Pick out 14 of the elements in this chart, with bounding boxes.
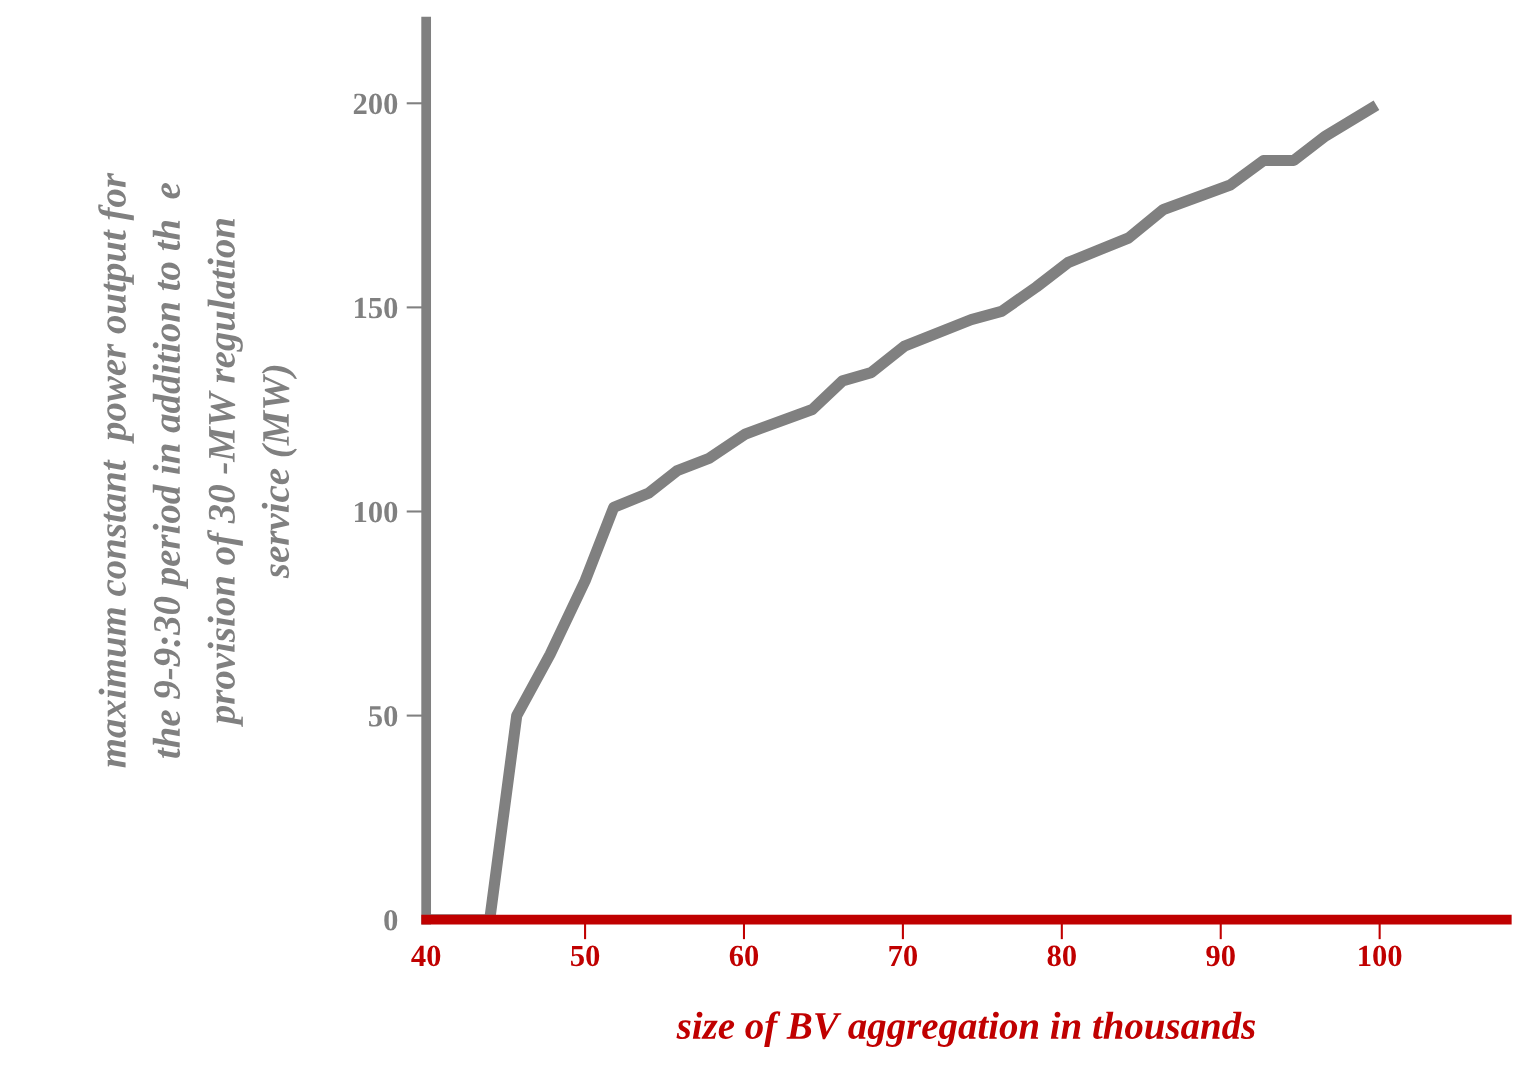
y-tick-label: 150	[355, 297, 398, 319]
y-tick-label: 200	[353, 93, 398, 115]
x-tick-label: 60	[729, 945, 759, 967]
y-tick-label: 0	[384, 909, 398, 931]
x-tick-label: 40	[411, 945, 441, 967]
y-axis-title: maximum constant power output for the 9-9:30 period in addition to th e provision of 30 -MW regulation service (MW)	[98, 172, 297, 768]
y-tick-label: 50	[369, 705, 398, 727]
x-tick-label: 100	[1359, 945, 1402, 967]
x-tick-label: 70	[889, 945, 918, 967]
y-tick-label: 100	[355, 501, 398, 523]
x-tick-label: 80	[1047, 945, 1076, 967]
x-tick-label: 90	[1206, 945, 1235, 967]
x-tick-label: 50	[571, 945, 600, 967]
x-axis-title: size of BV aggregation in thousands	[676, 1011, 1256, 1047]
